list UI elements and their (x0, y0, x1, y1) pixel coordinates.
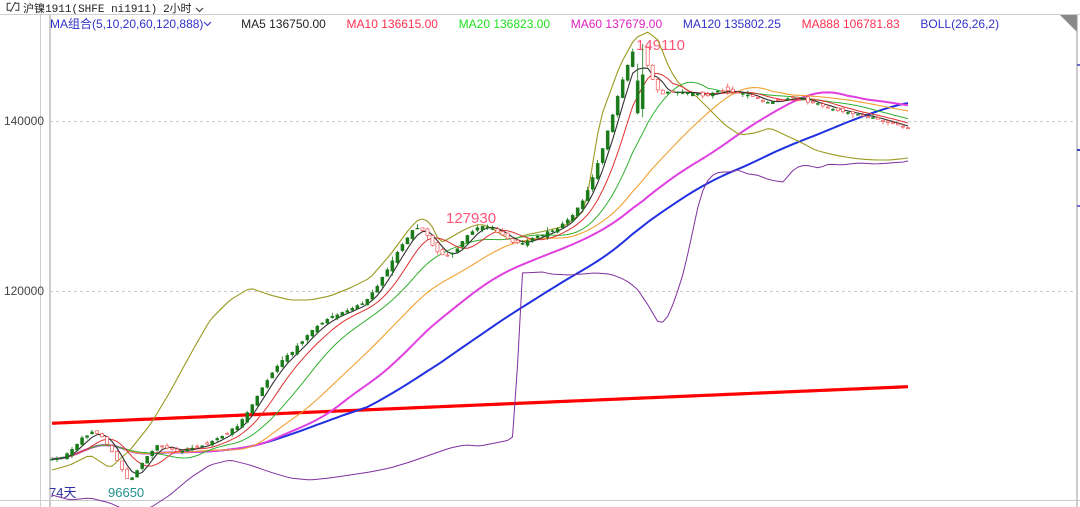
svg-text:120000: 120000 (4, 284, 44, 298)
svg-text:140000: 140000 (4, 114, 44, 128)
svg-text:127930: 127930 (446, 210, 496, 227)
svg-text:96650: 96650 (108, 485, 144, 500)
